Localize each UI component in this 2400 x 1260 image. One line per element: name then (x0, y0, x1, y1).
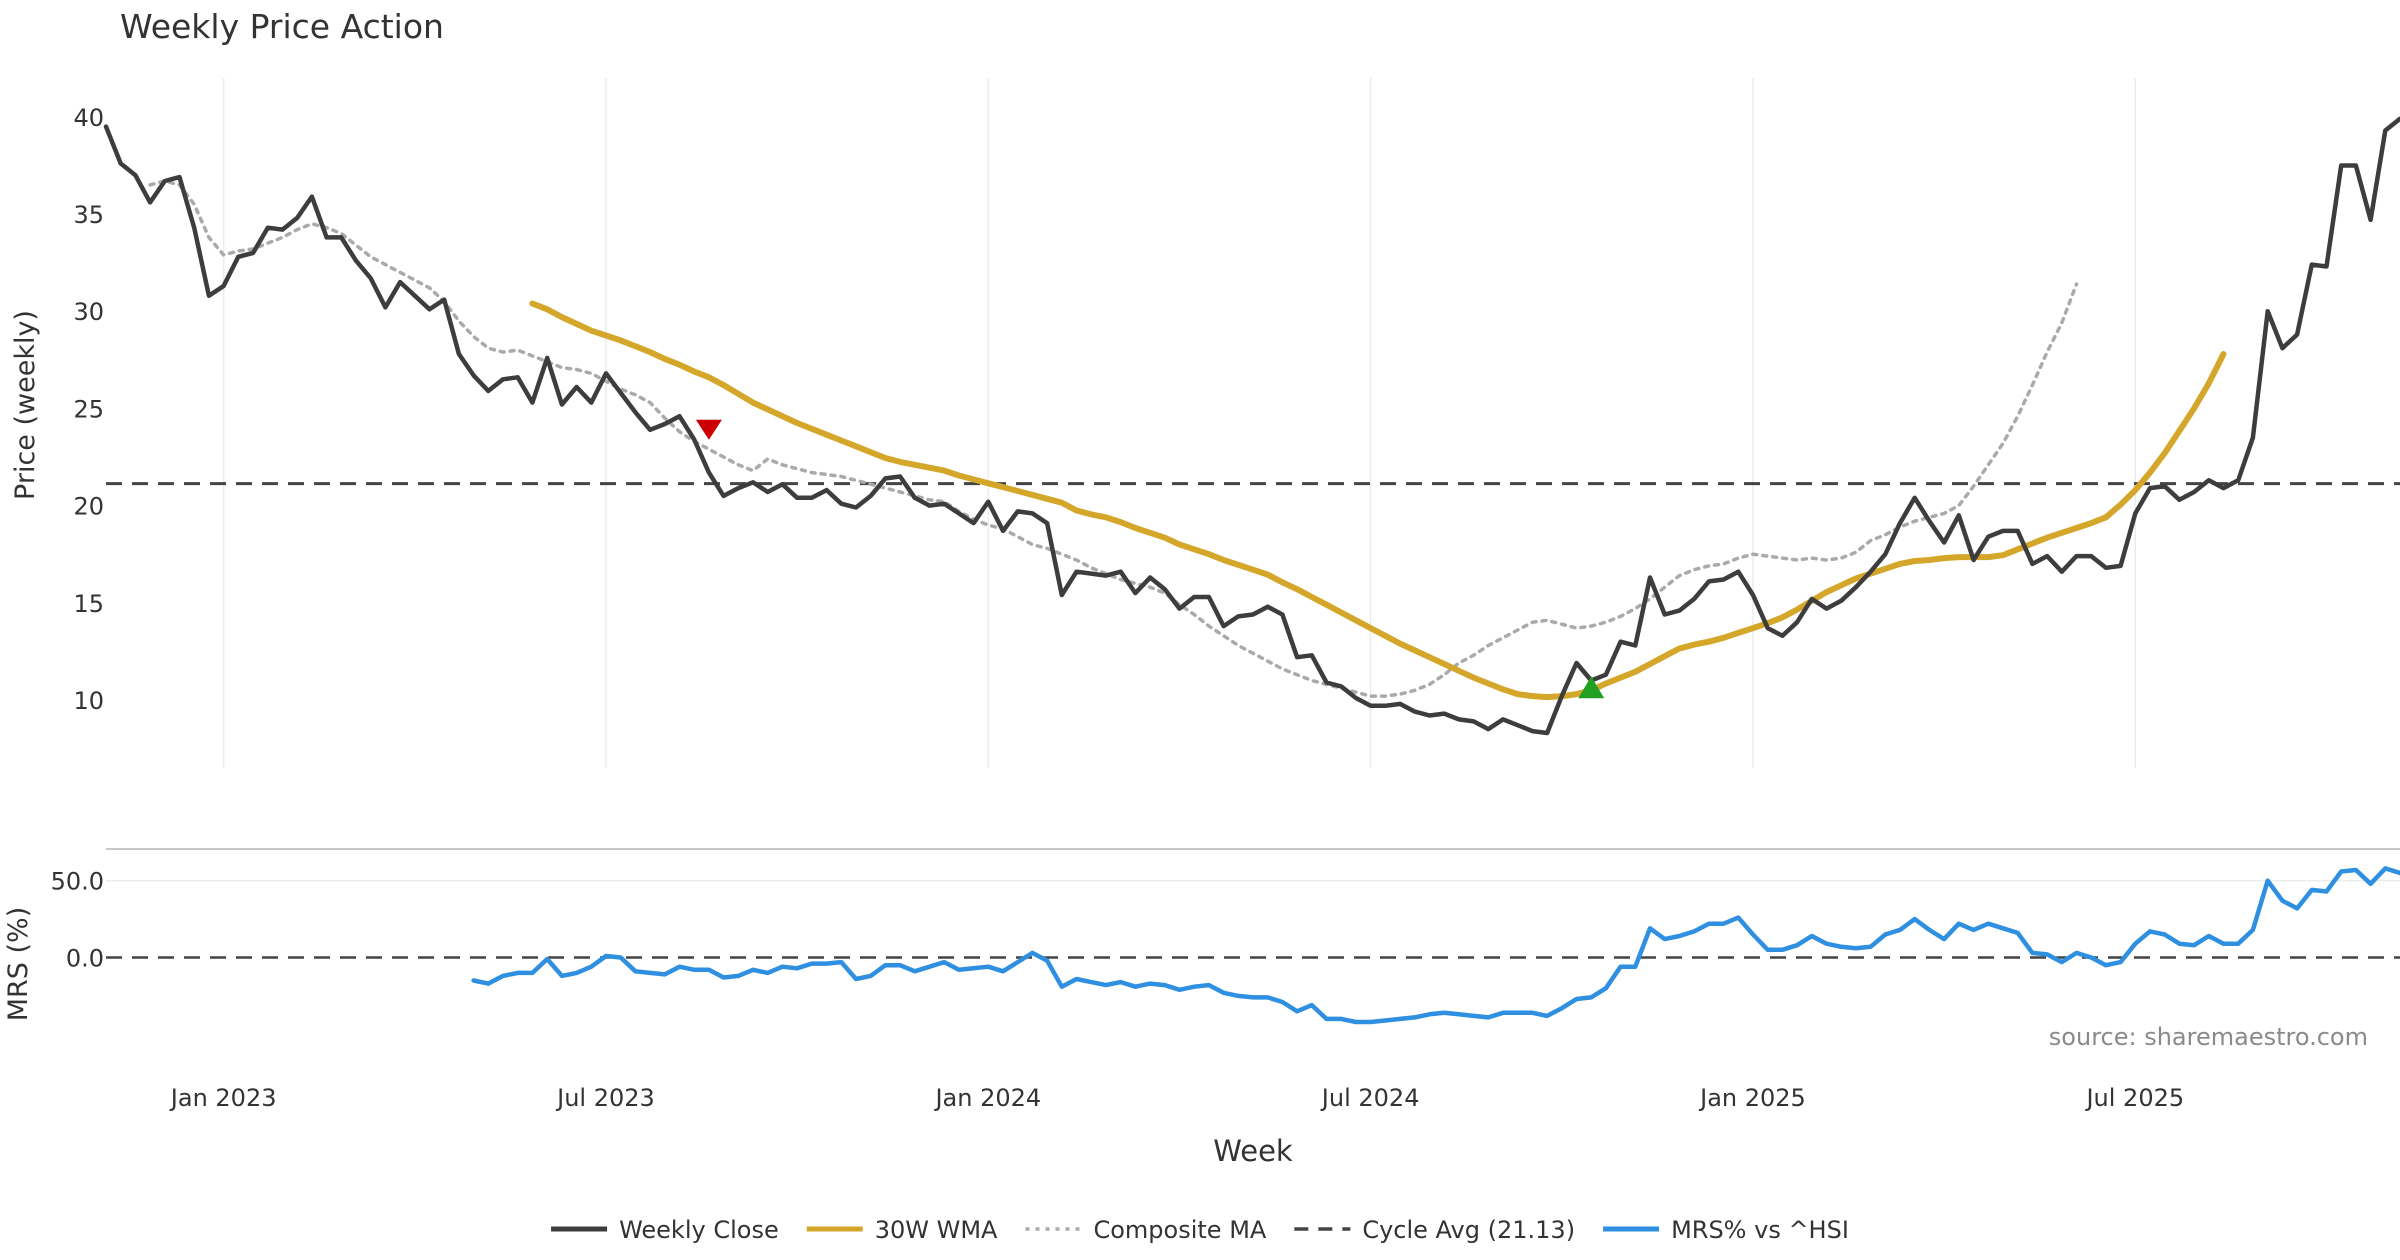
price-y-tick-0: 10 (73, 687, 104, 715)
price-y-tick-6: 40 (73, 104, 104, 132)
price-y-tick-1: 15 (73, 590, 104, 618)
legend: Weekly Close 30W WMA Composite MA Cycle Avg… (551, 1216, 1849, 1244)
mrs-y-ticks: 0.0 50.0 (51, 868, 104, 973)
legend-label-4: MRS% vs ^HSI (1671, 1216, 1849, 1244)
price-y-tick-3: 25 (73, 395, 104, 423)
price-y-tick-4: 30 (73, 298, 104, 326)
x-tick-1: Jul 2023 (555, 1084, 655, 1112)
mrs-y-tick-0: 0.0 (66, 945, 104, 973)
mrs-y-axis-label: MRS (%) (3, 907, 34, 1022)
x-tick-4: Jan 2025 (1698, 1084, 1806, 1112)
buy-signal-marker (1578, 676, 1605, 699)
chart-title: Weekly Price Action (120, 7, 444, 46)
series-weekly-close (103, 116, 2400, 736)
x-tick-5: Jul 2025 (2084, 1084, 2184, 1112)
price-y-ticks: 10 15 20 25 30 35 40 (73, 104, 104, 715)
legend-label-3: Cycle Avg (21.13) (1362, 1216, 1575, 1244)
price-grid (222, 78, 2137, 768)
legend-label-0: Weekly Close (619, 1216, 779, 1244)
sell-signal-marker (695, 419, 722, 440)
mrs-panel: 0.0 50.0 MRS (%) source: sharemaestro.com (3, 848, 2400, 1051)
legend-label-1: 30W WMA (875, 1216, 998, 1244)
x-axis-label: Week (1213, 1134, 1293, 1168)
x-tick-2: Jan 2024 (933, 1084, 1041, 1112)
price-y-axis-label: Price (weekly) (10, 310, 41, 500)
series-mrs-vs-hsi (471, 866, 2400, 1025)
mrs-y-tick-1: 50.0 (51, 868, 104, 896)
price-panel: 10 15 20 25 30 35 40 Price (weekly) (10, 78, 2400, 768)
price-y-tick-5: 35 (73, 201, 104, 229)
mrs-series (471, 866, 2400, 1025)
series-30w-wma (529, 300, 2227, 701)
price-y-tick-2: 20 (73, 493, 104, 521)
signal-markers (695, 419, 1605, 699)
x-tick-3: Jul 2024 (1320, 1084, 1420, 1112)
legend-label-2: Composite MA (1093, 1216, 1266, 1244)
x-axis-ticks: Jan 2023 Jul 2023 Jan 2024 Jul 2024 Jan 2025… (169, 1084, 2184, 1112)
series-composite-ma (148, 179, 2079, 698)
source-credit: source: sharemaestro.com (2049, 1023, 2368, 1051)
price-series (103, 116, 2400, 736)
x-tick-0: Jan 2023 (169, 1084, 277, 1112)
mrs-grid (106, 879, 2400, 959)
